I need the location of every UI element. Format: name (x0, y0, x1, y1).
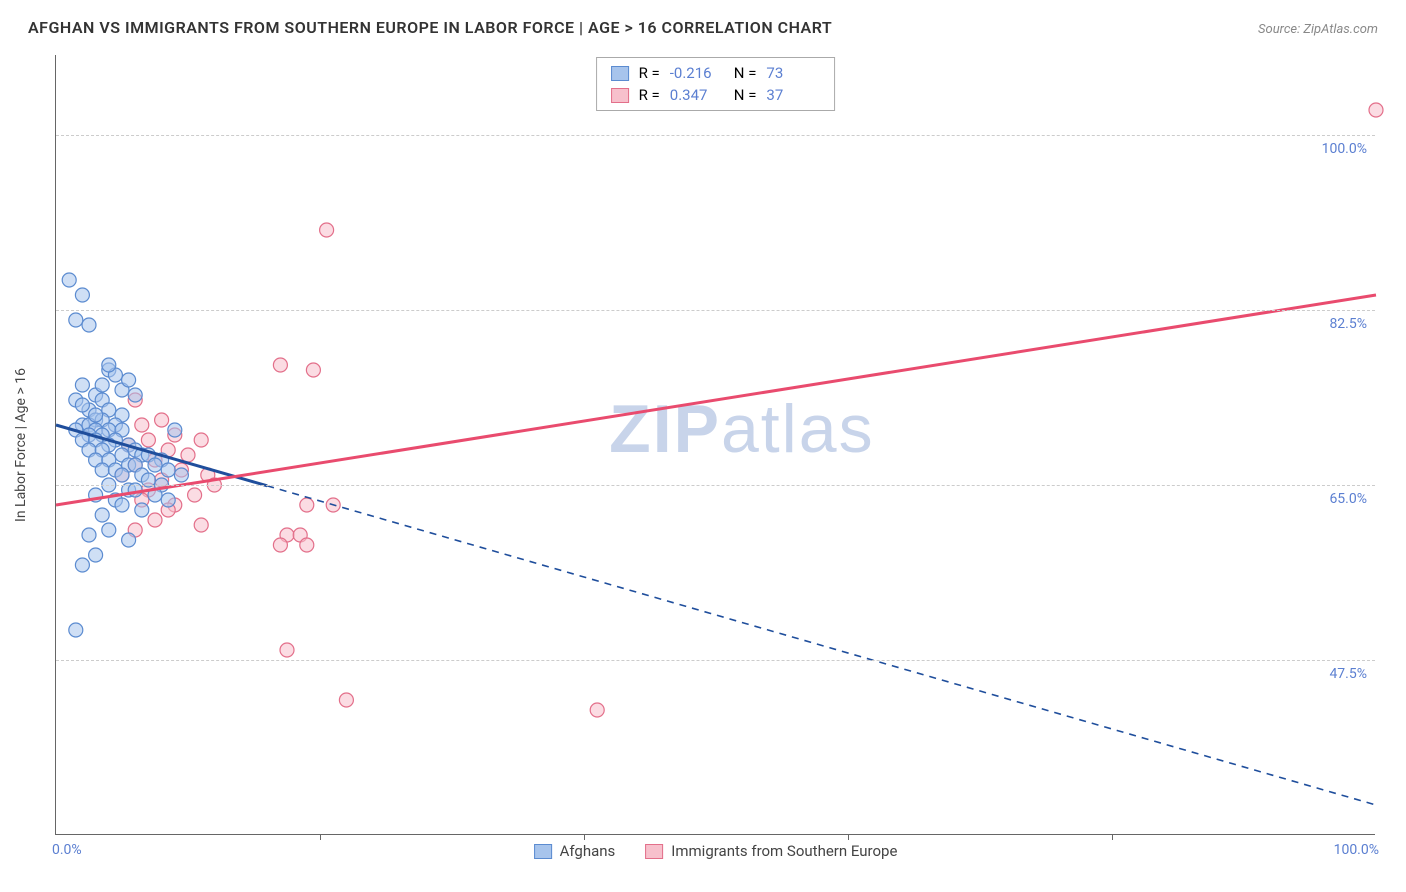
y-tick-label: 65.0% (1329, 491, 1367, 507)
source-label: Source: ZipAtlas.com (1258, 22, 1378, 37)
data-point (89, 408, 103, 422)
data-point (306, 363, 320, 377)
y-tick-label: 82.5% (1329, 316, 1367, 332)
x-tick (1112, 834, 1113, 840)
bottom-legend: Afghans Immigrants from Southern Europe (534, 842, 898, 860)
stats-box: R = -0.216 N = 73 R = 0.347 N = 37 (596, 57, 836, 111)
data-point (95, 508, 109, 522)
data-point (82, 318, 96, 332)
data-point (194, 433, 208, 447)
data-point (75, 558, 89, 572)
data-point (82, 528, 96, 542)
gridline (56, 135, 1375, 136)
data-point (174, 468, 188, 482)
stats-row-2: R = 0.347 N = 37 (611, 84, 821, 106)
data-point (115, 498, 129, 512)
legend-item-1: Afghans (534, 842, 616, 860)
data-point (273, 358, 287, 372)
data-point (75, 398, 89, 412)
swatch-series1-b (534, 844, 552, 859)
swatch-series2-b (645, 844, 663, 859)
data-point (75, 288, 89, 302)
data-point (148, 458, 162, 472)
data-point (194, 518, 208, 532)
gridline (56, 485, 1375, 486)
data-point (69, 623, 83, 637)
data-point (135, 503, 149, 517)
data-point (155, 413, 169, 427)
data-point (122, 373, 136, 387)
chart-svg (56, 55, 1375, 834)
data-point (161, 493, 175, 507)
data-point (69, 313, 83, 327)
swatch-series1 (611, 66, 629, 81)
data-point (161, 463, 175, 477)
data-point (339, 693, 353, 707)
trendline (267, 486, 1376, 805)
data-point (89, 548, 103, 562)
gridline (56, 660, 1375, 661)
data-point (300, 498, 314, 512)
data-point (95, 463, 109, 477)
x-label-left: 0.0% (52, 842, 82, 858)
data-point (300, 538, 314, 552)
swatch-series2 (611, 88, 629, 103)
data-point (122, 533, 136, 547)
x-tick (848, 834, 849, 840)
data-point (273, 538, 287, 552)
data-point (102, 523, 116, 537)
x-tick (584, 834, 585, 840)
data-point (115, 468, 129, 482)
data-point (188, 488, 202, 502)
data-point (320, 223, 334, 237)
gridline (56, 310, 1375, 311)
data-point (148, 513, 162, 527)
data-point (62, 273, 76, 287)
data-point (280, 643, 294, 657)
stats-row-1: R = -0.216 N = 73 (611, 62, 821, 84)
data-point (168, 423, 182, 437)
data-point (141, 433, 155, 447)
legend-item-2: Immigrants from Southern Europe (645, 842, 897, 860)
plot-area: In Labor Force | Age > 16 ZIPatlas R = -… (55, 55, 1375, 835)
data-point (95, 378, 109, 392)
data-point (181, 448, 195, 462)
data-point (135, 418, 149, 432)
x-tick (320, 834, 321, 840)
y-tick-label: 47.5% (1329, 666, 1367, 682)
x-label-right: 100.0% (1334, 842, 1379, 858)
y-tick-label: 100.0% (1322, 141, 1367, 157)
data-point (590, 703, 604, 717)
trendline (56, 295, 1376, 505)
y-axis-label: In Labor Force | Age > 16 (13, 368, 29, 522)
data-point (1369, 103, 1383, 117)
data-point (102, 358, 116, 372)
data-point (128, 388, 142, 402)
chart-title: AFGHAN VS IMMIGRANTS FROM SOUTHERN EUROP… (28, 18, 832, 37)
data-point (75, 378, 89, 392)
